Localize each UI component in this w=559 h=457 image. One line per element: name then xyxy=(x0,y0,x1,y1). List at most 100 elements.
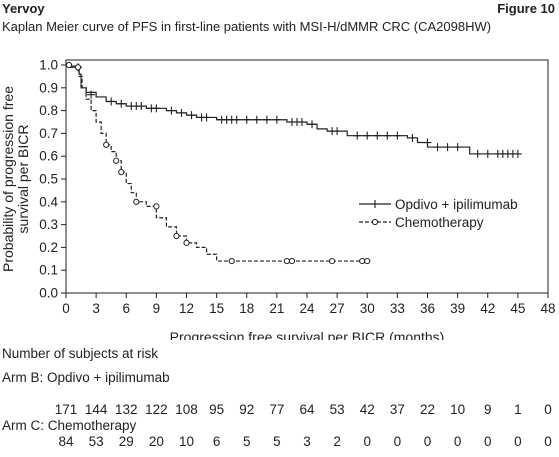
risk-count: 108 xyxy=(175,402,198,417)
censor-mark xyxy=(443,143,452,152)
y-tick-label: 0.7 xyxy=(39,126,58,141)
censor-mark xyxy=(65,61,73,69)
risk-count: 9 xyxy=(483,402,492,417)
y-tick-label: 0.9 xyxy=(39,80,58,95)
x-tick-label: 24 xyxy=(299,301,315,316)
risk-count: 5 xyxy=(273,434,281,449)
risk-count: 122 xyxy=(145,402,168,417)
x-tick-label: 33 xyxy=(390,301,405,316)
risk-count: 92 xyxy=(239,402,255,417)
censor-mark xyxy=(333,127,342,136)
series-opdivo-ipilimumab xyxy=(66,63,522,158)
series-line xyxy=(66,64,368,262)
risk-count: 144 xyxy=(84,402,108,417)
censor-mark xyxy=(453,143,462,152)
censor-mark xyxy=(513,149,522,158)
risk-count: 5 xyxy=(242,434,251,449)
censor-mark xyxy=(228,257,235,265)
censor-mark xyxy=(359,257,366,265)
series-line xyxy=(66,64,518,155)
y-axis-label: Probability of progression freesurvival … xyxy=(0,86,31,272)
x-axis-label: Progression free survival per BICR (mont… xyxy=(170,329,445,340)
risk-count: 84 xyxy=(58,434,74,449)
x-tick-label: 36 xyxy=(420,301,435,316)
plot-frame xyxy=(65,59,549,294)
risk-count: 53 xyxy=(88,434,104,449)
censor-mark xyxy=(173,232,180,240)
censor-mark xyxy=(288,257,296,265)
y-tick-label: 0.0 xyxy=(39,286,58,301)
risk-count: 10 xyxy=(450,402,466,417)
y-tick-label: 0.8 xyxy=(39,103,58,118)
x-tick-label: 6 xyxy=(122,301,130,316)
censor-mark xyxy=(107,97,116,106)
risk-count: 2 xyxy=(333,434,341,449)
censor-mark xyxy=(272,115,281,124)
censor-mark xyxy=(133,198,140,205)
x-tick-label: 21 xyxy=(269,301,284,316)
risk-count: 0 xyxy=(544,402,552,417)
censor-mark xyxy=(473,149,482,158)
censor-mark xyxy=(364,257,371,265)
censor-mark xyxy=(202,113,211,122)
censor-mark xyxy=(232,115,241,124)
chart-subtitle: Kaplan Meier curve of PFS in first-line … xyxy=(2,19,492,34)
x-tick-label: 9 xyxy=(153,301,161,316)
arm-c-label: Arm C: Chemotherapy xyxy=(2,418,137,433)
censor-mark xyxy=(262,115,271,124)
censor-mark xyxy=(252,115,261,124)
figure-label: Figure 10 xyxy=(497,1,555,16)
risk-count: 0 xyxy=(514,434,522,449)
risk-count: 132 xyxy=(114,402,138,417)
risk-count: 20 xyxy=(148,434,164,449)
censor-mark xyxy=(363,131,372,140)
x-tick-label: 3 xyxy=(92,301,100,316)
y-tick-label: 0.6 xyxy=(39,149,58,164)
y-axis-label-line: Probability of progression free xyxy=(0,86,16,272)
x-tick-label: 30 xyxy=(360,301,375,316)
censor-mark xyxy=(183,239,190,246)
censor-mark xyxy=(87,90,96,99)
y-tick-label: 1.0 xyxy=(39,58,58,73)
risk-count: 0 xyxy=(544,434,552,449)
arm-b-label: Arm B: Opdivo + ipilimumab xyxy=(2,370,170,385)
risk-count: 22 xyxy=(419,402,436,417)
censor-mark xyxy=(297,118,306,126)
series-chemotherapy xyxy=(65,61,371,265)
censor-mark xyxy=(423,138,432,147)
censor-mark xyxy=(393,131,402,140)
legend-entry-opdivo-ipilimumab: Opdivo + ipilimumab xyxy=(359,197,518,212)
x-tick-label: 12 xyxy=(179,301,194,316)
censor-mark xyxy=(383,131,392,140)
y-axis-label-line: survival per BICR xyxy=(15,125,31,234)
legend-label: Chemotherapy xyxy=(395,215,484,230)
y-tick-label: 0.4 xyxy=(39,194,58,209)
censor-mark xyxy=(408,133,417,142)
censor-mark xyxy=(137,102,146,111)
censor-mark xyxy=(187,111,196,120)
risk-count: 77 xyxy=(269,402,285,417)
y-tick-label: 0.5 xyxy=(39,172,58,187)
censor-mark xyxy=(242,115,251,124)
x-tick-label: 18 xyxy=(239,301,254,316)
risk-count: 6 xyxy=(212,434,221,449)
legend-marker xyxy=(371,200,379,208)
censor-mark xyxy=(118,169,125,176)
risk-count: 0 xyxy=(363,434,372,449)
risk-count: 95 xyxy=(209,402,225,417)
censor-mark xyxy=(177,108,186,117)
censor-mark xyxy=(373,131,382,140)
legend-label: Opdivo + ipilimumab xyxy=(395,197,518,212)
risk-count: 171 xyxy=(54,402,78,417)
censor-mark xyxy=(117,99,126,108)
censor-mark xyxy=(153,203,160,210)
risk-count: 0 xyxy=(423,434,432,449)
risk-count: 10 xyxy=(178,434,195,449)
x-tick-label: 39 xyxy=(450,301,465,316)
y-tick-label: 0.2 xyxy=(39,240,58,255)
risk-count: 53 xyxy=(329,402,345,417)
censor-mark xyxy=(152,104,161,113)
risk-count: 64 xyxy=(299,402,315,417)
legend-entry-chemotherapy: Chemotherapy xyxy=(359,215,484,230)
x-tick-label: 45 xyxy=(510,301,525,316)
